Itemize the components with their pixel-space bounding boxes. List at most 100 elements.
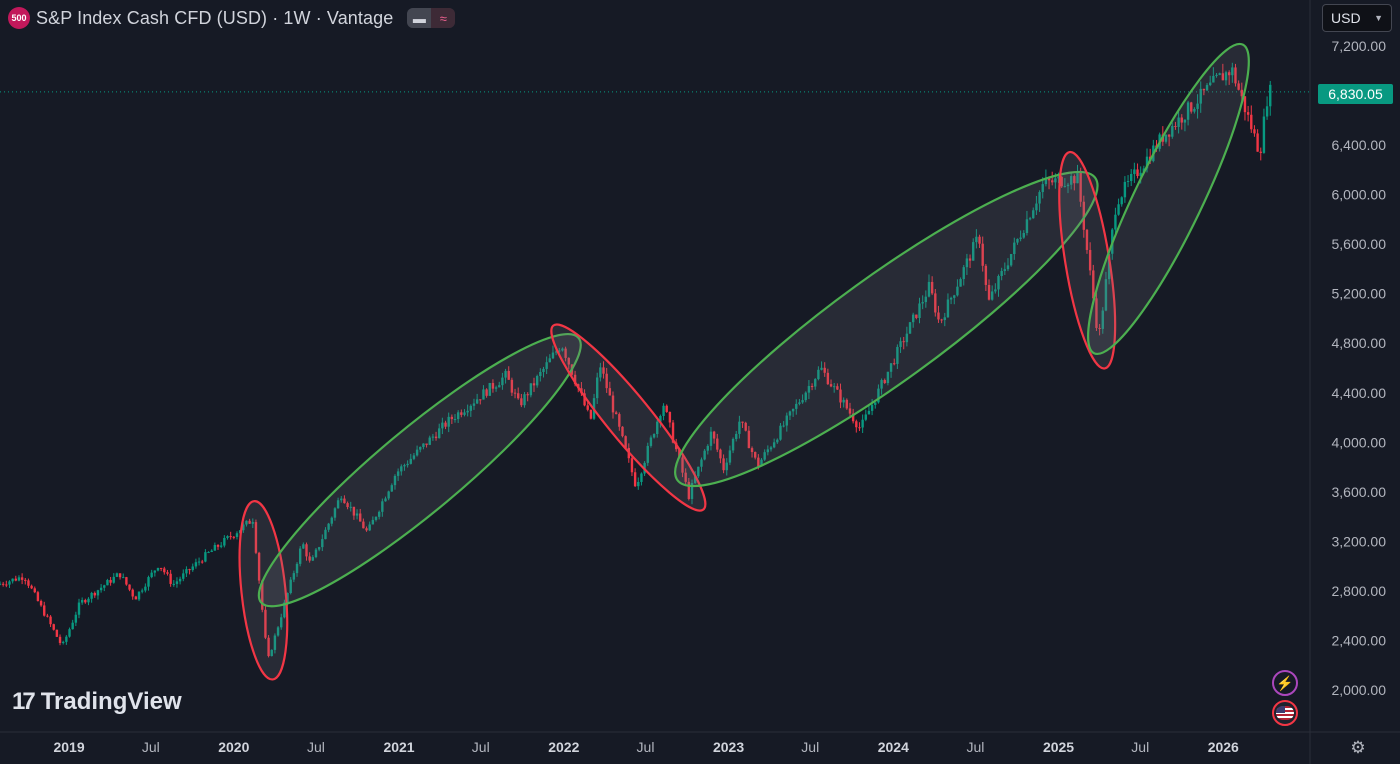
candle-body — [333, 508, 337, 518]
candle-body — [425, 443, 428, 445]
tradingview-logo[interactable]: 17 TradingView — [12, 688, 182, 716]
candles — [0, 62, 1272, 658]
candle-body — [185, 569, 188, 574]
x-tick-label: Jul — [1131, 739, 1149, 755]
tradingview-wordmark: TradingView — [40, 688, 182, 715]
candle-body — [791, 408, 795, 412]
candle-body — [889, 363, 893, 372]
candle-body — [779, 425, 782, 440]
candle-body — [1215, 74, 1218, 76]
candle-body — [191, 566, 194, 571]
candle-body — [39, 600, 43, 606]
candle-body — [614, 412, 618, 415]
candle-body — [213, 544, 217, 551]
candle-body — [504, 370, 507, 378]
candle-body — [1243, 96, 1247, 113]
status-pill[interactable]: ▬ ≈ — [407, 8, 456, 28]
candle-body — [908, 322, 912, 334]
candle-body — [924, 296, 928, 303]
candle-body — [637, 481, 640, 487]
candle-body — [295, 563, 299, 574]
candle-body — [608, 388, 612, 396]
candle-body — [43, 605, 46, 616]
candle-body — [106, 580, 109, 586]
candle-body — [905, 333, 909, 343]
candle-body — [1107, 253, 1111, 280]
candle-body — [1088, 249, 1092, 271]
candle-body — [712, 431, 716, 439]
approx-icon[interactable]: ≈ — [431, 8, 456, 28]
candle-body — [33, 588, 36, 593]
candle-body — [118, 573, 122, 578]
candle-body — [153, 570, 157, 573]
candle-body — [381, 501, 384, 512]
candle-body — [1250, 114, 1253, 130]
candle-body — [223, 537, 226, 546]
candle-body — [428, 437, 431, 445]
x-tick-label: 2021 — [383, 739, 414, 755]
currency-select[interactable]: USD ▼ — [1322, 4, 1392, 32]
symbol-title[interactable]: S&P Index Cash CFD (USD) · 1W · Vantage — [36, 7, 394, 28]
candle-body — [498, 385, 501, 388]
candle-body — [1101, 310, 1104, 329]
candle-body — [1006, 265, 1010, 270]
candle-body — [829, 384, 833, 387]
candle-body — [84, 600, 87, 603]
candle-body — [753, 452, 757, 458]
candle-body — [1231, 67, 1234, 76]
candle-body — [886, 371, 890, 384]
candle-body — [959, 279, 962, 287]
candle-body — [61, 641, 65, 643]
us-flag-icon[interactable] — [1272, 700, 1298, 726]
candle-body — [1076, 170, 1079, 184]
candle-body — [1246, 112, 1250, 115]
settings-gear-icon[interactable]: ⚙ — [1350, 738, 1366, 757]
candle-body — [896, 346, 899, 364]
candle-body — [441, 422, 444, 429]
candle-body — [134, 596, 138, 600]
candle-body — [80, 600, 84, 603]
candle-body — [289, 579, 292, 594]
candle-body — [1199, 88, 1202, 104]
candle-body — [140, 590, 144, 592]
candle-body — [722, 458, 725, 471]
candle-body — [968, 258, 972, 261]
candle-body — [491, 383, 495, 389]
candle-body — [589, 409, 593, 419]
candle-body — [795, 403, 798, 409]
candle-body — [1130, 173, 1133, 181]
y-tick-label: 3,200.00 — [1332, 533, 1387, 549]
candle-body — [150, 572, 153, 578]
candle-body — [596, 377, 599, 399]
candle-body — [1022, 233, 1025, 238]
candle-body — [330, 517, 333, 524]
candle-body — [359, 513, 362, 522]
minus-icon[interactable]: ▬ — [407, 8, 432, 28]
candle-body — [649, 437, 653, 446]
candle-body — [403, 465, 406, 467]
candle-body — [1190, 102, 1193, 112]
candle-body — [1114, 214, 1117, 230]
candle-body — [883, 380, 886, 384]
candle-body — [671, 422, 675, 443]
symbol-logo-badge[interactable]: 500 — [8, 7, 30, 29]
candle-body — [984, 265, 988, 285]
candle-body — [447, 416, 450, 427]
candle-body — [772, 442, 776, 448]
candle-body — [719, 449, 722, 459]
bolt-icon[interactable]: ⚡ — [1272, 670, 1298, 696]
candle-body — [1060, 176, 1063, 187]
candle-body — [125, 577, 128, 585]
candle-body — [74, 614, 78, 623]
candle-body — [431, 436, 435, 438]
candle-body — [652, 434, 656, 438]
candle-body — [1136, 169, 1139, 176]
candle-body — [810, 386, 814, 388]
candle-body — [520, 398, 523, 406]
candle-body — [77, 602, 81, 615]
candle-body — [962, 267, 965, 280]
candle-body — [156, 567, 160, 571]
green-ellipse-annotation — [1086, 42, 1250, 356]
